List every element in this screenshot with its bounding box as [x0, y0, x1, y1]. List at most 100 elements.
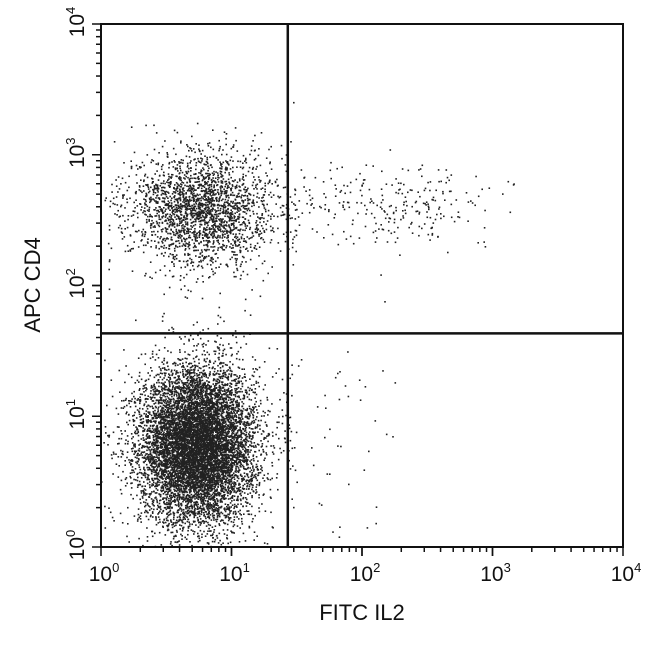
data-point: [250, 408, 252, 411]
data-point: [230, 427, 233, 429]
data-point: [169, 464, 172, 467]
data-point: [169, 376, 171, 379]
data-point: [111, 395, 114, 398]
data-point: [217, 399, 220, 401]
data-point: [178, 377, 180, 380]
data-point: [182, 443, 184, 445]
data-point: [160, 508, 162, 511]
data-point: [170, 410, 172, 412]
data-point: [215, 401, 218, 404]
data-point: [186, 373, 188, 375]
data-point: [228, 483, 231, 485]
data-point: [173, 361, 176, 364]
data-point: [258, 405, 260, 407]
data-point: [206, 488, 208, 491]
data-point: [148, 446, 150, 449]
data-point: [200, 367, 202, 370]
data-point: [225, 393, 227, 395]
data-point: [223, 521, 225, 524]
data-point: [181, 474, 184, 477]
data-point: [205, 410, 208, 413]
data-point: [175, 391, 178, 393]
data-point: [217, 438, 220, 441]
data-point: [137, 398, 139, 400]
data-point: [226, 426, 228, 428]
data-point: [226, 447, 228, 450]
data-point: [173, 426, 175, 428]
data-point: [153, 460, 156, 463]
data-point: [162, 436, 164, 438]
data-point: [251, 479, 253, 482]
data-point: [190, 406, 192, 408]
data-point: [205, 405, 207, 407]
data-point: [217, 347, 219, 350]
data-point: [253, 384, 255, 386]
data-point: [218, 398, 220, 400]
data-point: [179, 524, 181, 526]
data-point: [126, 435, 129, 437]
data-point: [166, 369, 168, 371]
data-point: [180, 460, 183, 462]
data-point: [222, 485, 225, 488]
data-point: [201, 468, 203, 471]
data-point: [222, 362, 225, 364]
data-point: [178, 336, 181, 338]
data-point: [154, 421, 156, 423]
data-point: [145, 453, 147, 455]
data-point: [239, 486, 242, 488]
data-point: [140, 438, 143, 440]
data-point: [229, 382, 231, 385]
data-point: [155, 412, 158, 415]
data-point: [236, 456, 239, 458]
data-point: [254, 444, 257, 447]
data-point: [177, 456, 179, 458]
data-point: [159, 499, 162, 501]
data-point: [158, 451, 160, 454]
data-point: [171, 464, 174, 467]
data-point: [239, 426, 241, 429]
data-point: [162, 382, 164, 385]
data-point: [247, 449, 250, 451]
data-point: [142, 474, 145, 476]
data-point: [233, 464, 236, 466]
data-point: [261, 469, 263, 472]
data-point: [213, 540, 216, 543]
data-point: [196, 355, 198, 358]
data-point: [231, 435, 233, 438]
data-point: [192, 414, 195, 417]
data-point: [139, 443, 141, 445]
data-point: [229, 436, 231, 438]
data-point: [177, 421, 179, 424]
data-point: [234, 330, 237, 332]
data-point: [201, 376, 203, 379]
data-point: [192, 350, 194, 352]
data-point: [166, 395, 169, 398]
data-point: [191, 369, 193, 371]
data-point: [205, 450, 207, 453]
data-point: [237, 410, 240, 412]
data-point: [168, 475, 170, 478]
data-point: [204, 535, 207, 537]
data-point: [217, 462, 220, 464]
data-point: [194, 478, 196, 481]
data-point: [225, 458, 227, 460]
data-point: [222, 408, 225, 411]
data-point: [205, 388, 208, 390]
data-point: [232, 437, 235, 439]
data-point: [167, 475, 169, 478]
data-point: [230, 510, 232, 512]
data-point: [161, 408, 163, 410]
data-point: [245, 457, 248, 459]
data-point: [257, 381, 260, 384]
data-point: [192, 371, 195, 374]
data-point: [190, 430, 193, 433]
data-point: [152, 501, 155, 504]
data-point: [263, 438, 265, 440]
data-point: [244, 309, 246, 312]
data-point: [152, 417, 155, 419]
data-point: [260, 419, 262, 422]
data-point: [229, 421, 231, 424]
data-point: [248, 437, 251, 439]
data-point: [157, 444, 160, 447]
data-point: [210, 505, 213, 507]
